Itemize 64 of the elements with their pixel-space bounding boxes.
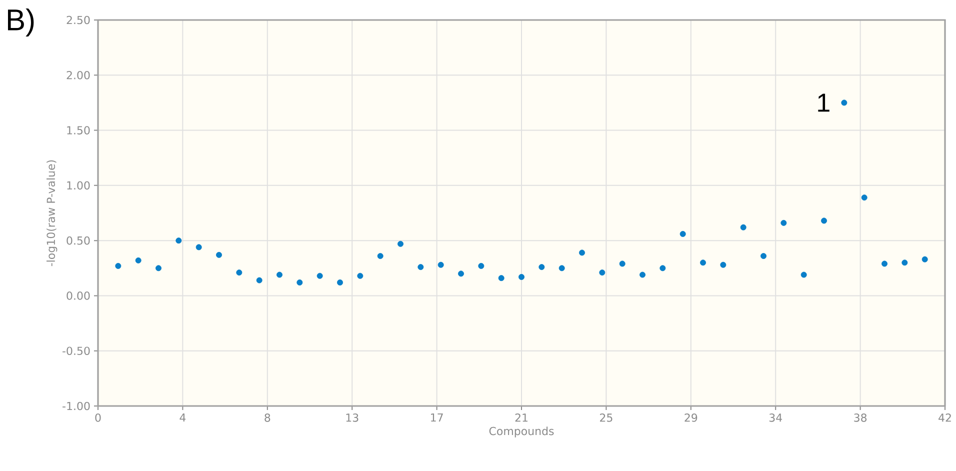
point — [418, 264, 424, 270]
x-tick-label: 17 — [431, 414, 443, 422]
point — [821, 218, 828, 224]
point — [800, 272, 807, 278]
point — [296, 279, 303, 286]
point — [780, 220, 787, 226]
y-tick-label: 1.50 — [67, 126, 90, 134]
x-tick-label: 42 — [938, 414, 951, 422]
point — [458, 270, 464, 277]
y-axis-title: -log10(raw P-value) — [46, 160, 58, 266]
point — [357, 272, 364, 279]
point — [538, 264, 545, 270]
y-tick-label: 2.50 — [66, 16, 90, 24]
point — [438, 262, 444, 268]
point — [135, 257, 142, 264]
point — [680, 230, 686, 237]
point — [720, 262, 726, 268]
point — [478, 262, 484, 269]
point — [216, 252, 222, 258]
point — [861, 194, 868, 201]
point — [377, 253, 384, 260]
point — [115, 262, 122, 269]
annotation: 1 — [818, 94, 830, 112]
y-tick-label: -0.50 — [62, 346, 90, 356]
point — [337, 279, 343, 286]
point — [902, 260, 908, 266]
point — [176, 238, 182, 244]
point — [316, 272, 323, 279]
point — [276, 272, 282, 278]
point — [760, 253, 767, 260]
y-tick-label: -1.00 — [62, 402, 90, 410]
point — [156, 265, 162, 272]
point — [599, 270, 606, 276]
x-tick-label: 29 — [684, 414, 698, 422]
y-tick-label: 0.50 — [66, 236, 90, 245]
point — [558, 265, 565, 272]
point — [740, 224, 746, 230]
point — [619, 260, 626, 267]
point — [498, 275, 504, 282]
x-tick-label: 34 — [769, 414, 782, 422]
point — [841, 100, 848, 106]
x-tick-label: 4 — [180, 414, 186, 422]
x-axis-title: Compounds — [489, 426, 554, 438]
point — [518, 274, 524, 280]
x-tick-label: 38 — [854, 414, 867, 422]
x-tick-label: 8 — [264, 414, 270, 422]
x-tick-label: 21 — [515, 414, 528, 422]
point — [579, 250, 586, 256]
point — [700, 260, 706, 266]
y-tick-label: 2.00 — [66, 70, 90, 80]
y-tick-label: 1.00 — [67, 181, 90, 190]
point — [256, 277, 262, 284]
point — [640, 272, 646, 278]
point — [660, 265, 666, 272]
x-tick-label: 25 — [600, 414, 612, 422]
point — [882, 260, 888, 267]
point — [922, 256, 928, 262]
point — [398, 240, 404, 247]
x-tick-label: 13 — [346, 414, 358, 422]
x-tick-label: 0 — [95, 414, 101, 422]
y-tick-label: 0.00 — [66, 292, 90, 300]
point — [196, 244, 202, 250]
chart-title: B) — [8, 8, 34, 36]
point — [236, 270, 242, 276]
